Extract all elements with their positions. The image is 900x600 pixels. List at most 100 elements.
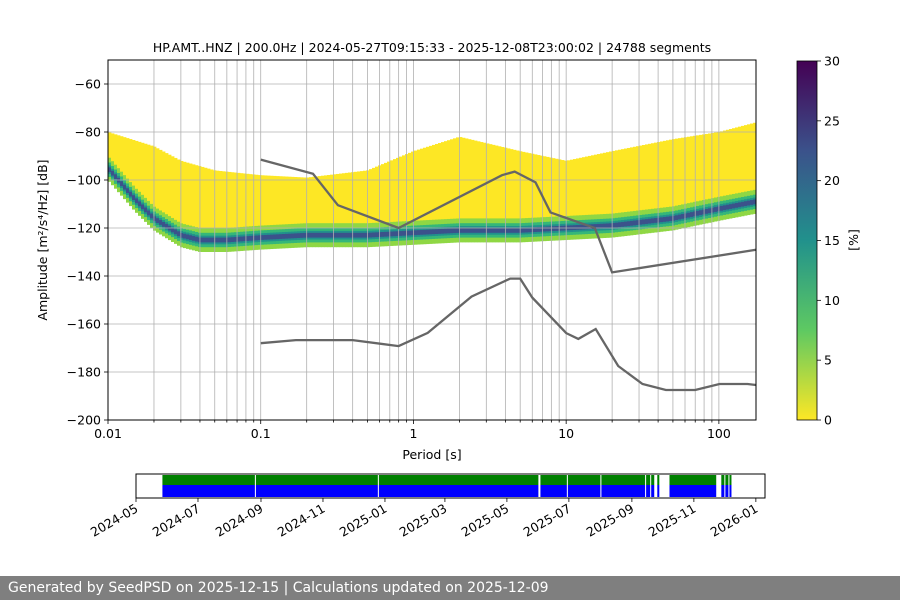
density-column: [264, 175, 268, 245]
density-band: [354, 232, 358, 238]
density-column: [732, 128, 736, 217]
density-band: [237, 236, 241, 242]
density-column: [663, 140, 667, 224]
timeline-psd-segment: [729, 475, 732, 485]
colorbar-tick-label: 25: [824, 113, 840, 128]
density-band: [285, 233, 289, 239]
density-band: [144, 207, 148, 213]
density-band: [498, 228, 502, 233]
density-band: [210, 237, 214, 243]
density-band: [621, 221, 625, 227]
density-band: [738, 202, 742, 208]
density-column: [402, 155, 406, 239]
timeline-tick-label: 2024-09: [213, 501, 266, 540]
density-band: [429, 229, 433, 235]
density-column: [387, 161, 391, 239]
density-column: [411, 151, 415, 238]
density-band: [744, 201, 748, 207]
density-column: [132, 139, 136, 197]
y-axis: −60 −80 −100 −120 −140 −160 −180 −200: [67, 77, 108, 428]
density-column: [714, 132, 718, 219]
density-column: [249, 174, 253, 245]
density-column: [330, 174, 334, 242]
density-column: [255, 174, 259, 245]
density-column: [144, 143, 148, 207]
density-band: [741, 201, 745, 207]
density-column: [684, 137, 688, 222]
density-band: [312, 232, 316, 238]
density-column: [333, 174, 337, 242]
timeline-data-segment: [162, 485, 255, 497]
y-tick-label: −160: [67, 317, 101, 332]
density-band: [300, 233, 304, 238]
density-band: [276, 234, 280, 240]
density-column: [447, 140, 451, 236]
density-band: [726, 204, 730, 210]
density-band: [348, 232, 352, 238]
density-band: [450, 228, 454, 234]
density-column: [543, 156, 547, 234]
density-column: [267, 175, 271, 245]
density-column: [186, 162, 190, 240]
density-band: [267, 234, 271, 240]
x-tick-label: 0.01: [94, 426, 122, 441]
density-band: [321, 232, 325, 238]
density-band: [246, 236, 250, 241]
timeline-data-segment: [255, 485, 378, 497]
density-band: [159, 220, 163, 225]
density-band: [417, 230, 421, 235]
density-column: [633, 146, 637, 227]
density-column: [660, 141, 664, 225]
colorbar-tick-label: 10: [824, 293, 840, 308]
density-band: [546, 226, 550, 232]
density-column: [207, 168, 211, 244]
density-band: [165, 223, 169, 229]
density-band: [708, 208, 712, 214]
density-band: [336, 232, 340, 238]
density-band: [672, 215, 676, 221]
density-band: [459, 228, 463, 233]
density-band: [162, 221, 166, 227]
density-band: [177, 231, 181, 237]
density-column: [216, 170, 220, 245]
density-band: [495, 228, 499, 233]
density-column: [525, 152, 529, 235]
density-column: [492, 144, 496, 236]
density-column: [723, 130, 727, 218]
timeline-tick-label: 2025-01: [337, 501, 390, 540]
density-band: [618, 222, 622, 228]
x-tick-label: 0.1: [251, 426, 271, 441]
timeline-data-segment: [721, 485, 725, 497]
density-column: [174, 157, 178, 233]
timeline-psd-segment: [651, 475, 655, 485]
density-column: [747, 124, 751, 215]
density-column: [276, 176, 280, 244]
plot-grid: [107, 60, 756, 421]
density-column: [129, 139, 133, 194]
colorbar-tick-label: 0: [824, 413, 832, 428]
density-band: [390, 231, 394, 237]
density-band: [735, 202, 739, 208]
density-column: [354, 171, 358, 241]
seedpsd-figure: HP.AMT..HNZ | 200.0Hz | 2024-05-27T09:15…: [35, 40, 861, 540]
density-column: [417, 149, 421, 238]
density-column: [420, 148, 424, 238]
density-band: [474, 228, 478, 233]
density-band: [669, 216, 673, 222]
density-band: [678, 214, 682, 220]
density-column: [528, 153, 532, 235]
density-column: [639, 145, 643, 226]
density-column: [408, 152, 412, 238]
timeline-psd-segment: [601, 475, 646, 485]
density-band: [279, 234, 283, 239]
density-column: [258, 175, 262, 245]
density-column: [165, 153, 169, 225]
density-column: [573, 159, 577, 232]
timeline-data-segment: [729, 485, 732, 497]
density-column: [399, 156, 403, 239]
density-column: [585, 156, 589, 231]
density-column: [375, 166, 379, 240]
density-band: [108, 167, 112, 173]
density-column: [120, 136, 124, 187]
density-column: [522, 151, 526, 236]
